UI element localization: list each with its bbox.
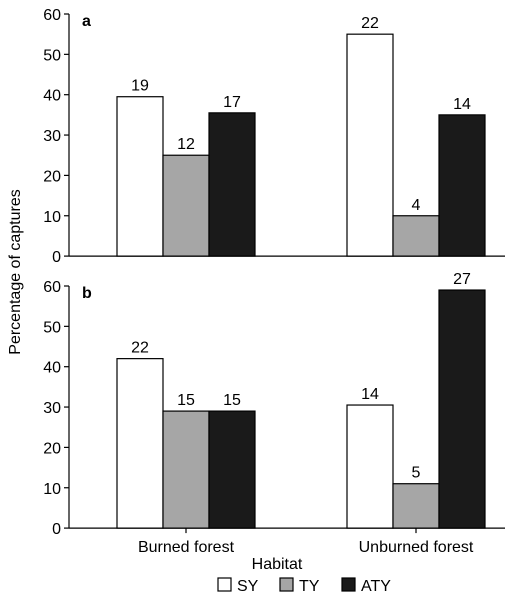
bar-ty	[392, 215, 440, 257]
legend-swatch-ty	[279, 577, 294, 592]
bar-value-label: 5	[412, 465, 421, 482]
chart-panels: a 0 10 20 30 40 50 60 19 12 17 22 4 14 b 0 10 20 30 40 50 60 2…	[43, 7, 505, 556]
bar-value-label: 22	[131, 340, 149, 357]
bar-value-label: 15	[177, 392, 195, 409]
panel-label: a	[82, 13, 91, 30]
legend-label-sy: SY	[237, 578, 259, 595]
bar-aty	[438, 289, 486, 529]
x-axis-title: Habitat	[252, 556, 303, 573]
chart-legend: SY TY ATY	[217, 577, 391, 595]
legend-label-aty: ATY	[361, 578, 391, 595]
bar-aty	[208, 112, 256, 257]
y-tick-label: 60	[43, 7, 61, 24]
bar-value-label: 12	[177, 136, 195, 153]
bar-value-label: 17	[223, 94, 241, 111]
bar-ty	[162, 410, 210, 529]
bar-value-label: 14	[361, 386, 379, 403]
panel-a: a 0 10 20 30 40 50 60 19 12 17 22 4 14	[43, 7, 505, 266]
bar-ty	[162, 154, 210, 257]
legend-swatch-aty	[341, 577, 356, 592]
panel-b: b 0 10 20 30 40 50 60 22 15 15 14 5 27 Burned forest Un…	[43, 271, 505, 556]
y-tick-label: 50	[43, 47, 61, 64]
y-tick-label: 40	[43, 88, 61, 105]
y-tick-label: 10	[43, 481, 61, 498]
y-tick-label: 10	[43, 209, 61, 226]
y-tick-label: 30	[43, 400, 61, 417]
bar-sy	[346, 33, 394, 257]
bar-value-label: 14	[453, 96, 471, 113]
legend-swatch-sy	[217, 577, 232, 592]
bar-aty	[438, 114, 486, 257]
y-tick-label: 30	[43, 128, 61, 145]
bar-value-label: 19	[131, 78, 149, 95]
bar-aty	[208, 410, 256, 529]
x-tick-label: Burned forest	[138, 539, 235, 556]
bar-ty	[392, 483, 440, 529]
y-tick-label: 0	[52, 249, 61, 266]
y-tick-label: 60	[43, 279, 61, 296]
bar-sy	[346, 404, 394, 529]
bar-sy	[116, 358, 164, 529]
bar-value-label: 4	[412, 197, 421, 214]
y-axis-title: Percentage of captures	[7, 189, 24, 354]
x-tick-label: Unburned forest	[359, 539, 474, 556]
bar-sy	[116, 96, 164, 257]
y-tick-label: 50	[43, 319, 61, 336]
y-tick-label: 0	[52, 521, 61, 538]
y-tick-label: 20	[43, 440, 61, 457]
bar-value-label: 27	[453, 271, 471, 288]
y-tick-label: 40	[43, 360, 61, 377]
bar-value-label: 15	[223, 392, 241, 409]
bar-value-label: 22	[361, 15, 379, 32]
y-tick-label: 20	[43, 168, 61, 185]
legend-label-ty: TY	[299, 578, 320, 595]
panel-label: b	[82, 285, 92, 302]
